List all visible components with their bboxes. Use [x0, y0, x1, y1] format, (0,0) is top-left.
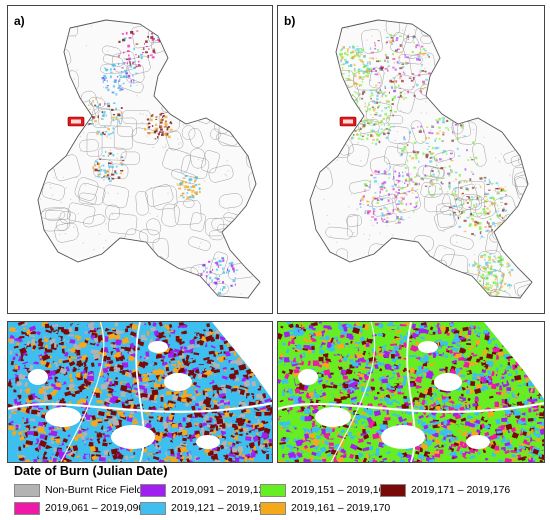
- legend: Non-Burnt Rice Fields 2019,091 – 2019,12…: [14, 483, 544, 517]
- legend-label: 2019,171 – 2019,176: [411, 484, 511, 496]
- map-b-canvas: [309, 19, 533, 299]
- legend-label: Non-Burnt Rice Fields: [45, 484, 148, 496]
- legend-swatch: [260, 483, 286, 497]
- map-panel-b: b): [277, 5, 545, 314]
- map-a-canvas: [37, 19, 261, 299]
- district-map: [309, 19, 533, 299]
- legend-label: 2019,121 – 2019,150: [171, 502, 271, 514]
- zoom-map: [8, 322, 272, 462]
- legend-item-161-170: 2019,161 – 2019,170: [260, 501, 390, 515]
- legend-item-061-090: 2019,061 – 2019,090: [14, 501, 144, 515]
- zoom-a-canvas: [8, 322, 272, 462]
- legend-label: 2019,151 – 2019,160: [291, 484, 391, 496]
- legend-item-171-176: 2019,171 – 2019,176: [380, 483, 510, 497]
- district-map: [37, 19, 261, 299]
- legend-item-091-120: 2019,091 – 2019,120: [140, 483, 270, 497]
- zoom-map: [278, 322, 544, 462]
- legend-title: Date of Burn (Julian Date): [14, 464, 168, 478]
- legend-swatch: [14, 483, 40, 497]
- legend-swatch: [140, 483, 166, 497]
- legend-swatch: [14, 501, 40, 515]
- panel-a-label: a): [14, 14, 25, 28]
- legend-item-151-160: 2019,151 – 2019,160: [260, 483, 390, 497]
- legend-item-121-150: 2019,121 – 2019,150: [140, 501, 270, 515]
- legend-label: 2019,061 – 2019,090: [45, 502, 145, 514]
- zoom-panel-a: [7, 321, 273, 463]
- zoom-b-canvas: [278, 322, 544, 462]
- panel-b-label: b): [284, 14, 296, 28]
- legend-swatch: [380, 483, 406, 497]
- legend-label: 2019,161 – 2019,170: [291, 502, 391, 514]
- legend-item-non-burnt: Non-Burnt Rice Fields: [14, 483, 148, 497]
- zoom-panel-b: [277, 321, 545, 463]
- legend-swatch: [140, 501, 166, 515]
- legend-swatch: [260, 501, 286, 515]
- map-panel-a: a): [7, 5, 273, 314]
- legend-label: 2019,091 – 2019,120: [171, 484, 271, 496]
